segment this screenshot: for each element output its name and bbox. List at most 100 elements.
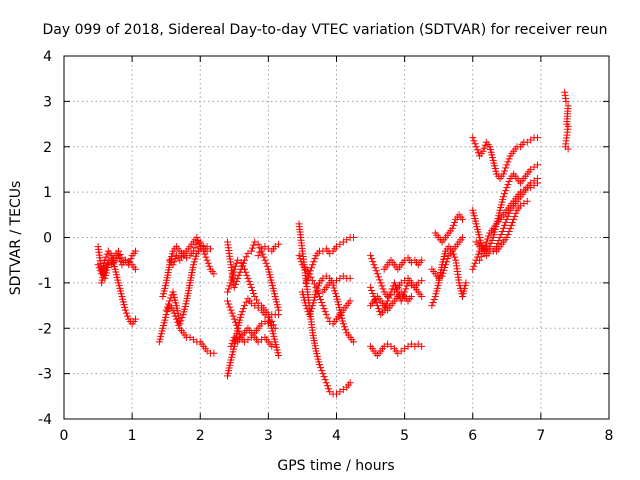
x-tick-label: 2 <box>196 428 205 444</box>
data-point <box>473 146 481 154</box>
data-point <box>234 324 242 332</box>
data-point <box>167 294 175 302</box>
data-point <box>339 320 347 328</box>
data-point <box>443 258 451 266</box>
data-point <box>305 270 313 278</box>
data-point <box>295 252 303 260</box>
data-point <box>469 265 477 273</box>
data-point <box>503 234 511 241</box>
data-point <box>121 306 129 314</box>
data-point <box>418 256 426 264</box>
y-tick-label: 2 <box>43 140 52 156</box>
data-point <box>252 296 260 304</box>
data-point <box>101 265 109 273</box>
data-point <box>407 292 415 300</box>
data-point <box>302 302 310 310</box>
data-point <box>367 252 375 260</box>
data-point <box>247 283 255 291</box>
data-point <box>205 262 213 270</box>
data-point <box>346 379 354 387</box>
data-point <box>448 224 456 232</box>
data-point <box>246 280 254 288</box>
data-point <box>503 215 511 223</box>
data-point <box>376 308 384 316</box>
data-point <box>472 143 480 151</box>
data-point <box>350 234 358 241</box>
data-point <box>310 280 318 288</box>
data-point <box>233 277 241 285</box>
x-tick-label: 3 <box>264 428 273 444</box>
data-point <box>171 255 179 263</box>
data-point <box>275 306 283 314</box>
data-point <box>372 267 380 275</box>
data-point <box>204 259 212 267</box>
data-point <box>317 364 325 372</box>
x-tick-label: 1 <box>128 428 137 444</box>
data-point <box>418 277 426 285</box>
data-point <box>231 318 239 326</box>
data-point <box>247 247 255 255</box>
y-tick-label: 0 <box>43 231 52 247</box>
data-point <box>501 221 509 229</box>
data-point <box>238 262 246 270</box>
data-point <box>243 271 251 279</box>
data-point <box>302 279 310 287</box>
data-point <box>94 261 102 269</box>
data-point <box>309 277 317 285</box>
data-point <box>533 134 541 142</box>
chart-title: Day 099 of 2018, Sidereal Day-to-day VTE… <box>42 22 607 38</box>
data-point <box>132 265 140 273</box>
data-point <box>418 342 426 350</box>
data-point <box>506 224 514 232</box>
data-point <box>263 262 271 270</box>
data-point <box>95 264 103 272</box>
data-point <box>132 315 140 323</box>
data-point <box>504 181 512 189</box>
data-points <box>94 88 572 398</box>
data-point <box>309 261 317 269</box>
data-point <box>202 253 210 261</box>
data-point <box>375 305 383 313</box>
data-point <box>224 297 231 305</box>
data-point <box>505 155 513 163</box>
data-point <box>487 240 495 248</box>
data-point <box>504 230 512 238</box>
grid-lines <box>64 56 609 419</box>
data-point <box>502 187 510 195</box>
data-point <box>439 269 447 277</box>
data-point <box>481 246 489 254</box>
data-point <box>237 265 245 273</box>
data-point <box>313 285 321 293</box>
data-point <box>523 197 531 205</box>
data-point <box>226 282 234 290</box>
data-point <box>346 297 354 305</box>
data-point <box>241 302 249 310</box>
data-point <box>390 279 398 287</box>
data-point <box>511 212 519 220</box>
data-point <box>251 292 259 300</box>
data-point <box>533 161 541 169</box>
y-tick-label: 4 <box>43 49 52 65</box>
data-point <box>230 283 238 291</box>
x-tick-label: 0 <box>60 428 69 444</box>
data-point <box>377 279 385 287</box>
data-point <box>320 305 328 313</box>
data-point <box>496 234 504 241</box>
data-point <box>250 241 258 249</box>
data-point <box>235 271 243 279</box>
data-point <box>371 264 379 272</box>
data-point <box>228 339 236 347</box>
data-point <box>370 261 378 269</box>
data-point <box>459 215 467 223</box>
data-point <box>312 288 320 296</box>
data-point <box>320 373 328 381</box>
data-point <box>429 299 437 307</box>
data-point <box>317 296 325 304</box>
data-point <box>504 212 512 220</box>
data-point <box>304 273 312 281</box>
data-point <box>508 218 516 226</box>
data-point <box>235 327 243 335</box>
data-point <box>368 255 376 263</box>
data-point <box>477 253 485 261</box>
